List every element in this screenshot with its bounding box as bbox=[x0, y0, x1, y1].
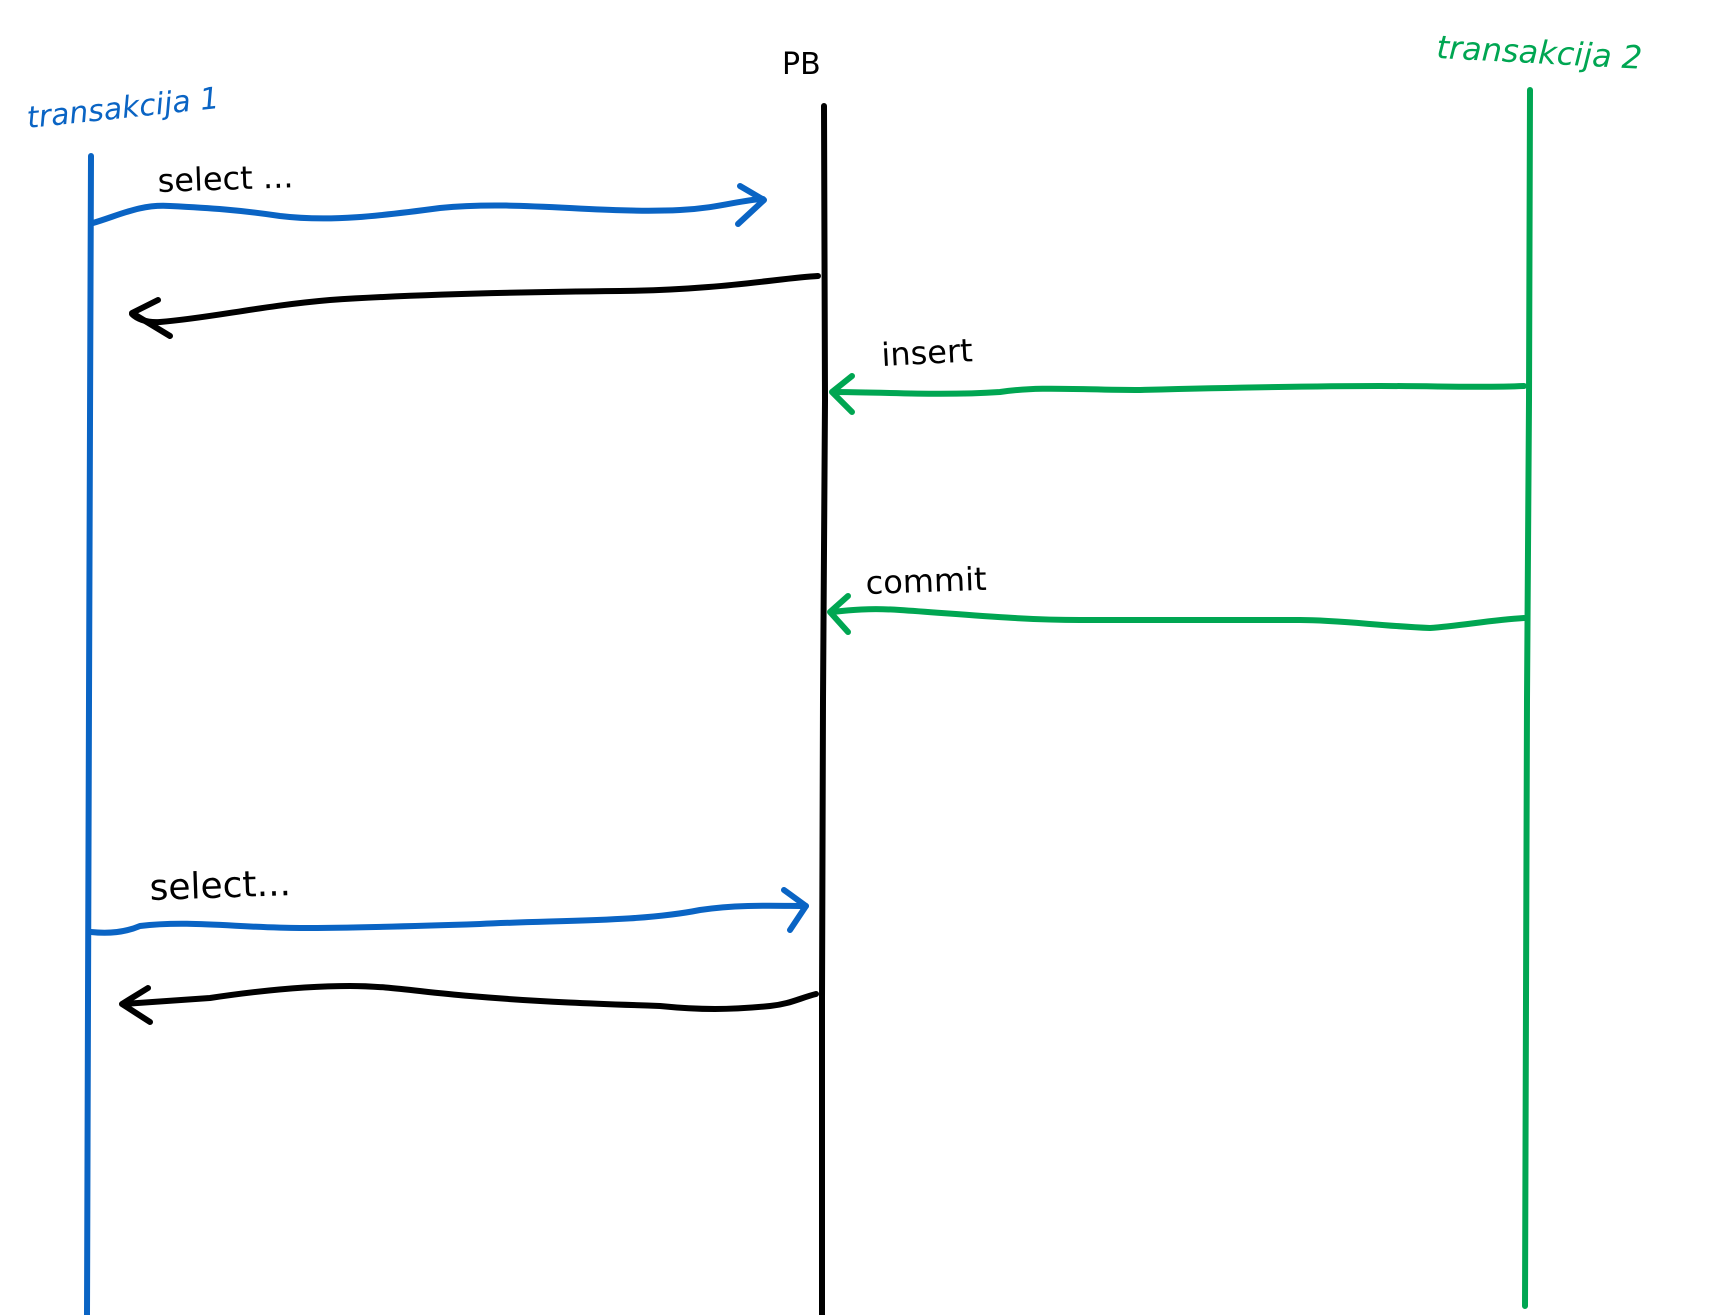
arrowhead-response-2 bbox=[119, 985, 153, 1025]
message-label-insert: insert bbox=[880, 331, 973, 374]
participant-label-transakcija-1: transakcija 1 bbox=[25, 81, 221, 136]
message-label-select-1: select ... bbox=[157, 157, 294, 200]
message-arrow-insert bbox=[831, 382, 1527, 397]
message-arrow-response-1 bbox=[129, 273, 821, 326]
arrowhead-insert bbox=[829, 373, 855, 415]
message-arrow-response-2 bbox=[121, 982, 819, 1012]
lifeline-transakcija-1 bbox=[84, 153, 94, 1315]
arrowhead-commit bbox=[827, 593, 851, 635]
participant-label-pb: PB bbox=[782, 47, 821, 82]
lifeline-transakcija-2 bbox=[1522, 87, 1533, 1309]
arrowhead-select-2 bbox=[781, 887, 809, 933]
message-label-select-2: select... bbox=[149, 863, 292, 909]
arrowhead-response-1 bbox=[129, 297, 173, 339]
participant-label-transakcija-2: transakcija 2 bbox=[1436, 28, 1644, 77]
message-arrow-select-2 bbox=[88, 902, 809, 936]
message-label-commit: commit bbox=[865, 560, 987, 602]
message-arrow-commit bbox=[829, 606, 1527, 632]
lifeline-pb bbox=[819, 103, 829, 1315]
arrowhead-select-1 bbox=[735, 183, 767, 227]
message-arrow-select-1 bbox=[90, 196, 766, 226]
